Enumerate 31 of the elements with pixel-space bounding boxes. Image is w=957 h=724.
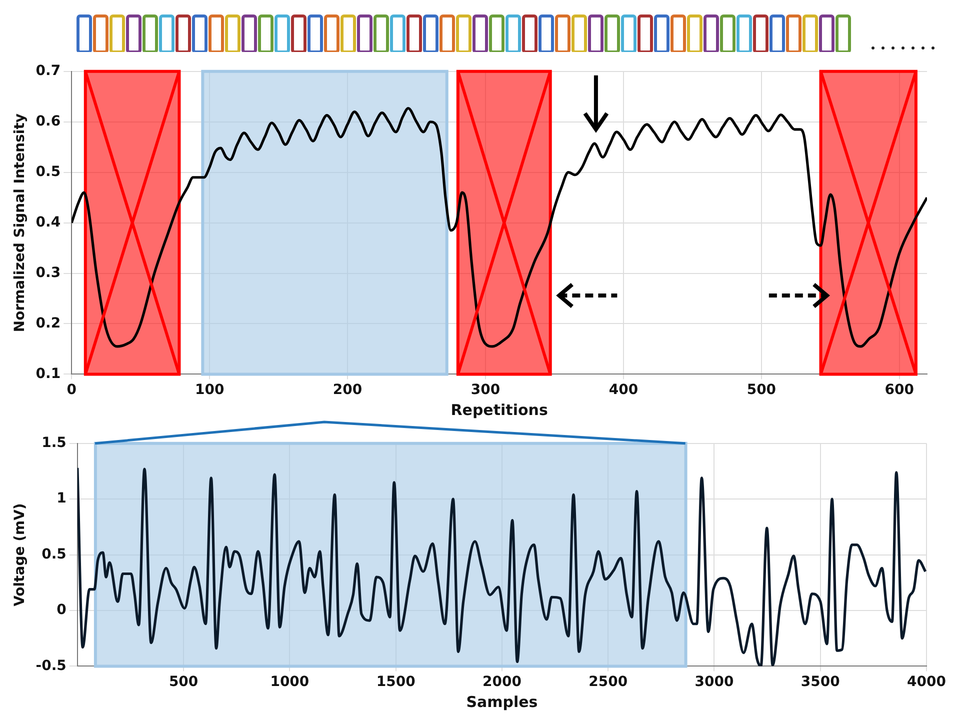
x-tick-label: 500	[746, 382, 776, 398]
y-tick-label: 0.4	[36, 214, 61, 230]
x-tick-label: 200	[332, 382, 362, 398]
x-tick-label: 1500	[376, 674, 416, 690]
x-tick-label: 3000	[694, 674, 734, 690]
y-axis-title: Voltage (mV)	[12, 503, 28, 606]
y-tick-label: 0.7	[36, 63, 61, 80]
y-tick-label: 0.3	[36, 264, 61, 281]
x-tick-label: 1000	[270, 674, 310, 690]
x-tick-label: 400	[608, 382, 638, 398]
x-tick-label: 300	[470, 382, 500, 398]
y-tick-label: 1	[56, 490, 66, 507]
y-axis-title: Normalized Signal Intensity	[12, 113, 28, 332]
y-tick-label: 0.5	[42, 546, 66, 562]
x-tick-label: 100	[194, 382, 224, 398]
y-tick-label: 0.5	[36, 164, 61, 180]
x-tick-label: 600	[884, 382, 914, 398]
y-tick-label: 0.1	[36, 366, 61, 382]
x-tick-label: 2000	[482, 674, 522, 690]
y-tick-label: 0.6	[36, 114, 61, 130]
x-tick-label: 2500	[588, 674, 628, 690]
y-tick-label: -0.5	[36, 658, 66, 674]
y-tick-label: 0	[56, 602, 67, 618]
x-tick-label: 0	[66, 382, 77, 398]
x-tick-label: 3500	[800, 674, 840, 690]
x-tick-label: 500	[168, 674, 198, 690]
x-axis-title: Repetitions	[450, 400, 548, 419]
y-tick-label: 0.2	[36, 315, 61, 332]
x-axis-title: Samples	[466, 692, 538, 711]
x-tick-label: 4000	[907, 674, 946, 690]
y-tick-label: 1.5	[42, 435, 66, 452]
